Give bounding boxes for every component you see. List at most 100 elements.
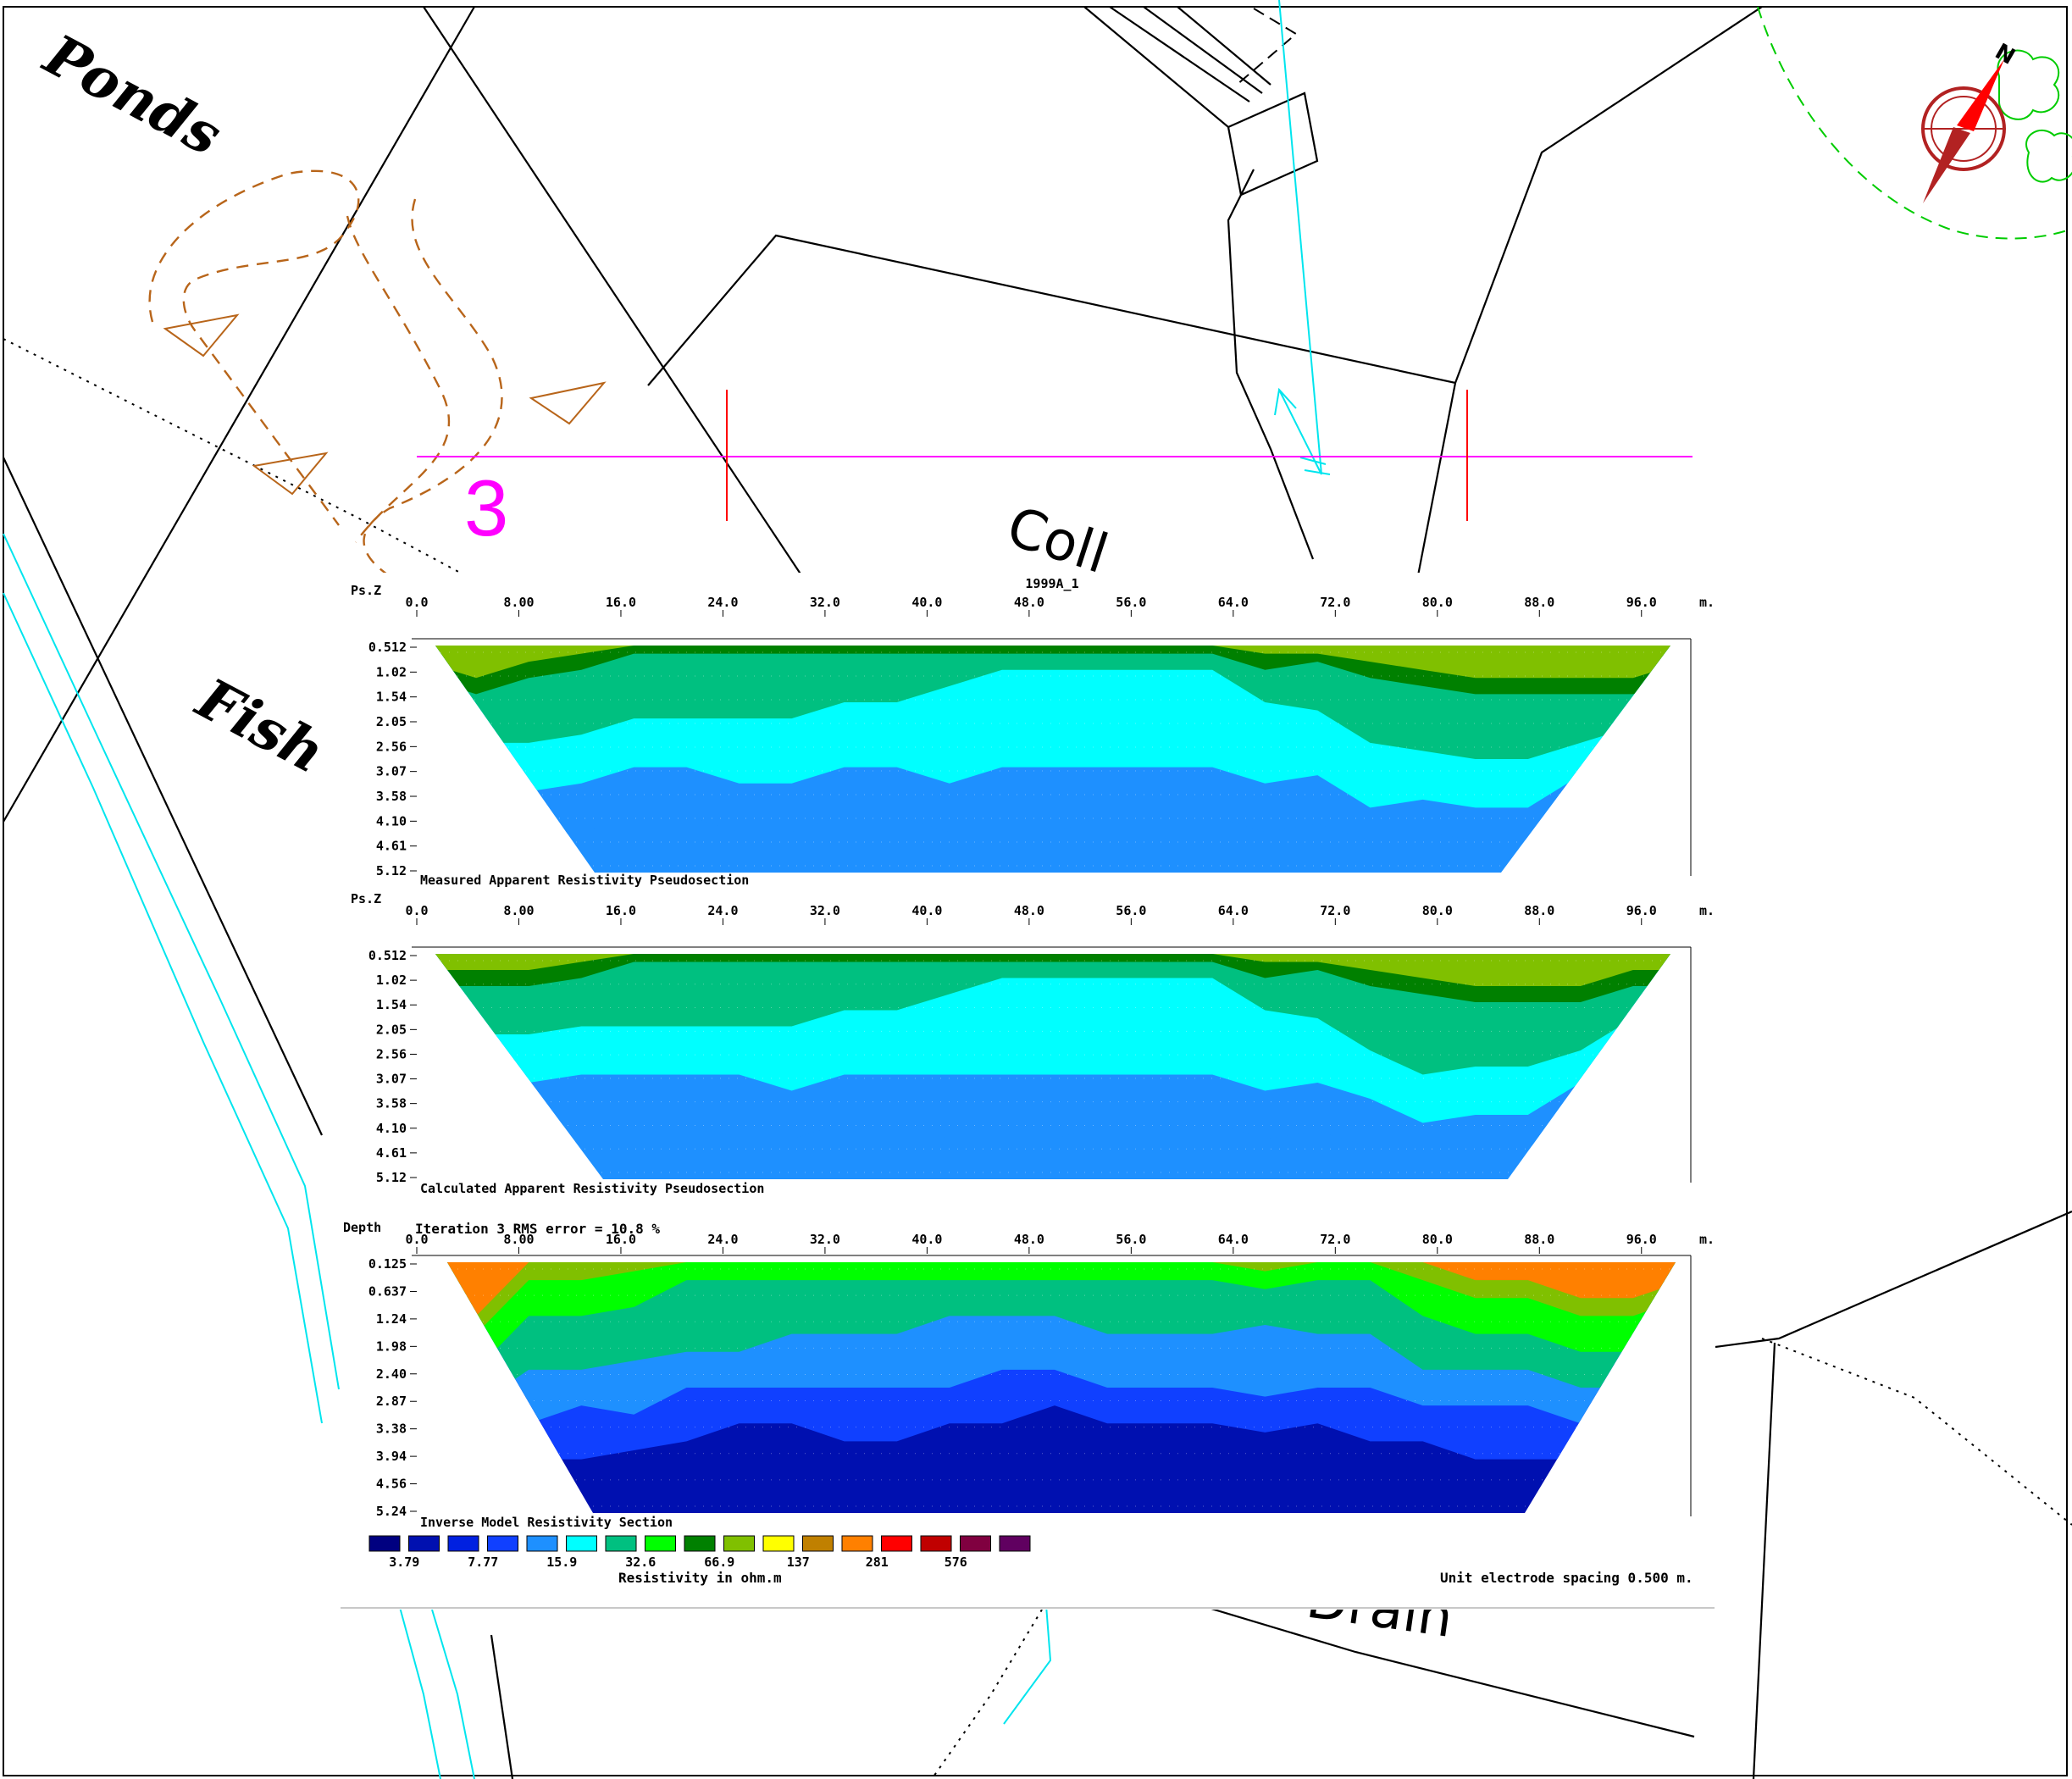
electrode-spacing-note: Unit electrode spacing 0.500 m. [1440,1570,1693,1586]
calculated-section: Ps.Z 0.0 8.00 16.0 24.0 32.0 40.0 48.0 56.0 64.0 7… [351,891,1715,1196]
x-tick-label: 56.0 [1116,1232,1146,1247]
measured-contour-fill [435,646,1670,873]
x-tick-label: 48.0 [1014,595,1044,610]
x-tick-label: 64.0 [1218,595,1249,610]
depth-tick-label: 2.05 [376,714,407,729]
x-tick-label: 40.0 [911,595,942,610]
x-tick-label: 64.0 [1218,903,1249,918]
depth-tick-label: 3.58 [376,1096,407,1111]
depth-tick-label: 0.512 [368,640,407,655]
inverse-contour-fill [447,1262,1676,1513]
colorbar-swatch [802,1535,834,1552]
colorbar-swatch [723,1535,755,1552]
colorbar: 3.79 7.77 15.9 32.6 66.9 137 281 576 [368,1535,1031,1570]
x-tick-label: 32.0 [810,595,840,610]
earthwork-outlines [148,169,503,577]
measured-section: Ps.Z 0.0 8.00 16.0 24.0 32.0 40.0 48.0 56.0 64.0 7… [351,583,1715,888]
depth-tick-label: 0.125 [368,1256,407,1272]
x-tick-label: 16.0 [606,595,636,610]
depth-tick-label: 0.512 [368,948,407,963]
colorbar-label: 7.77 [468,1555,498,1570]
x-unit-label: m. [1699,903,1715,918]
x-tick-label: 56.0 [1116,903,1146,918]
colorbar-swatch [526,1535,558,1552]
x-tick-label: 16.0 [606,1232,636,1247]
colorbar-label: 137 [787,1555,810,1570]
colorbar-swatch [447,1535,479,1552]
calculated-section-title: Calculated Apparent Resistivity Pseudose… [420,1181,764,1196]
inverse-section: Depth 0.0 8.00 16.0 24.0 32.0 40.0 48.0 56.0 64.0… [343,1220,1715,1530]
depth-tick-label: 4.61 [376,839,407,854]
depth-tick-label: 3.58 [376,789,407,804]
colorbar-swatch [841,1535,873,1552]
x-tick-label: 8.00 [503,595,534,610]
measured-axis-label: Ps.Z [351,583,381,598]
x-tick-label: 56.0 [1116,595,1146,610]
depth-tick-label: 3.94 [376,1449,407,1464]
depth-tick-label: 2.56 [376,1046,407,1061]
x-tick-label: 88.0 [1524,595,1554,610]
depth-tick-label: 4.61 [376,1145,407,1161]
x-tick-label: 72.0 [1320,1232,1350,1247]
x-tick-label: 0.0 [405,595,428,610]
colorbar-label: 32.6 [625,1555,656,1570]
x-tick-label: 24.0 [707,1232,738,1247]
colorbar-swatch [487,1535,518,1552]
woodland-boundary [1757,6,2072,240]
flow-arrow [1274,0,1331,475]
contour-band [435,646,1670,679]
inverse-iteration-text: Iteration 3 RMS error = 10.8 % [415,1221,660,1237]
depth-tick-label: 1.24 [376,1311,407,1327]
x-tick-label: 48.0 [1014,903,1044,918]
x-tick-label: 88.0 [1524,1232,1554,1247]
x-unit-label: m. [1699,595,1715,610]
field-lines [3,6,2072,1779]
water-channels [3,533,1052,1779]
colorbar-swatch [960,1535,991,1552]
x-tick-label: 96.0 [1626,595,1657,610]
depth-tick-label: 4.10 [376,813,407,829]
x-tick-label: 80.0 [1422,903,1453,918]
calculated-contour-fill [435,954,1670,1179]
colorbar-caption: Resistivity in ohm.m [618,1570,782,1586]
x-tick-label: 16.0 [606,903,636,918]
chart-title: 1999A_1 [1025,576,1078,591]
colorbar-label: 281 [866,1555,889,1570]
colorbar-swatch [762,1535,795,1552]
depth-tick-label: 3.38 [376,1422,407,1437]
x-tick-label: 64.0 [1218,1232,1249,1247]
depth-tick-label: 1.54 [376,997,407,1012]
colorbar-swatch [684,1535,716,1552]
colorbar-swatch [920,1535,952,1552]
measured-section-title: Measured Apparent Resistivity Pseudosect… [420,873,749,888]
colorbar-swatch [645,1535,676,1552]
depth-tick-label: 3.07 [376,1072,407,1087]
contour-band [435,954,1670,986]
x-tick-label: 80.0 [1422,595,1453,610]
calculated-axis-label: Ps.Z [351,891,381,906]
traverse-number: 3 [464,463,508,552]
colorbar-swatch [566,1535,597,1552]
depth-tick-label: 1.02 [376,973,407,988]
x-tick-label: 8.00 [503,903,534,918]
x-tick-label: 24.0 [707,595,738,610]
field-boundary-dotted-east [1761,1338,2072,1526]
colorbar-label: 15.9 [546,1555,577,1570]
contour-band [447,1262,1676,1406]
depth-tick-label: 3.07 [376,764,407,779]
depth-tick-label: 4.56 [376,1477,407,1492]
inverse-axis-label: Depth [343,1220,381,1235]
depth-tick-label: 2.87 [376,1394,407,1409]
tree-icon [1997,49,2072,183]
x-tick-label: 80.0 [1422,1232,1453,1247]
x-tick-label: 48.0 [1014,1232,1044,1247]
x-tick-label: 72.0 [1320,903,1350,918]
x-tick-label: 32.0 [810,1232,840,1247]
depth-tick-label: 1.54 [376,690,407,705]
building-outline-dashed [1236,8,1298,86]
x-tick-label: 0.0 [405,903,428,918]
colorbar-label: 576 [945,1555,967,1570]
colorbar-swatch [408,1535,440,1552]
colorbar-label: 66.9 [704,1555,734,1570]
